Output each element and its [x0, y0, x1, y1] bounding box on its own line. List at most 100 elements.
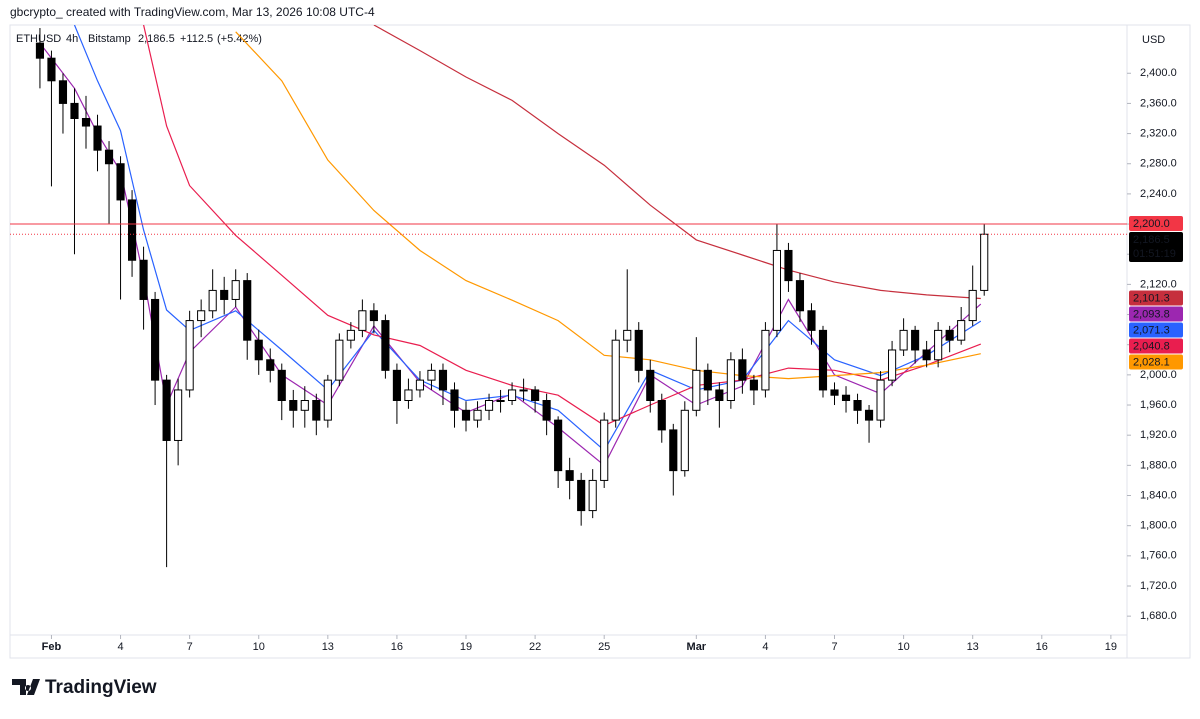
y-tick-label: 2,400.0 [1140, 67, 1177, 79]
candle-body [93, 125, 102, 151]
candle-body [542, 400, 551, 421]
candle-body [289, 400, 298, 411]
candle-body [795, 280, 805, 312]
candle-body [47, 57, 56, 82]
candle-body [888, 349, 897, 381]
y-tick-label: 1,800.0 [1140, 520, 1177, 532]
x-tick-label: 16 [391, 641, 403, 653]
candle-body [335, 339, 344, 381]
candle-body [427, 369, 436, 381]
candle-body [185, 320, 194, 391]
candle-body [127, 199, 137, 261]
candle-body [369, 310, 378, 322]
candle-body [623, 329, 632, 341]
candle-body [657, 400, 666, 431]
candle-body [58, 80, 68, 104]
ma-label: 2,071.3 [1133, 324, 1170, 336]
candle-body [554, 419, 563, 472]
ma-label: 2,040.8 [1133, 340, 1170, 352]
candle-body [358, 310, 367, 331]
candle-body [508, 389, 517, 402]
y-tick-label: 2,240.0 [1140, 188, 1177, 200]
candle-body [473, 409, 482, 421]
candle-body [876, 379, 885, 421]
candle-body [830, 389, 839, 396]
candle-body [634, 329, 643, 371]
x-tick-label: 10 [253, 641, 265, 653]
candle-body [197, 310, 206, 322]
candle-body [243, 280, 252, 341]
candle-body [899, 329, 908, 351]
candle-body [461, 409, 471, 421]
axes: 1,680.0 1,720.0 1,760.0 1,800.0 1,840.0 1,880… [42, 67, 1183, 653]
candle-body [404, 389, 413, 402]
candle-body [853, 400, 862, 411]
candle-body [312, 400, 321, 421]
candle-body [680, 409, 689, 472]
ma-badge [1129, 338, 1183, 354]
candle-body [266, 359, 275, 371]
candle-body [611, 339, 620, 421]
x-tick-label: 7 [187, 641, 193, 653]
candle-body [346, 329, 355, 341]
y-tick-label: 2,120.0 [1140, 278, 1177, 290]
ma-badge [1129, 322, 1183, 338]
candle-body [104, 149, 114, 165]
change-percent: (+5.42%) [217, 33, 262, 45]
frame [9, 24, 1191, 659]
moving-average [73, 25, 982, 452]
ma-label: 2,101.3 [1133, 292, 1170, 304]
candle-body [784, 249, 793, 282]
candle-body [703, 369, 712, 391]
candle-body [761, 329, 770, 391]
x-tick-label: 16 [1036, 641, 1048, 653]
candle-body [646, 369, 655, 402]
candle-body [300, 400, 309, 411]
x-tick-label: 13 [967, 641, 979, 653]
logo-mark [12, 679, 40, 695]
logo: TradingView [12, 677, 157, 698]
candle-body [577, 479, 586, 512]
y-tick-label: 1,680.0 [1140, 610, 1177, 622]
candle-body [531, 389, 540, 402]
candle-body [70, 102, 79, 119]
candle-body [392, 369, 401, 402]
y-tick-label: 1,880.0 [1140, 459, 1177, 471]
interval: 4h [66, 33, 78, 45]
chart-title: gbcrypto_ created with TradingView.com, … [10, 5, 375, 19]
candle-body [864, 409, 874, 421]
level-badge [1129, 216, 1183, 232]
candle-body [669, 429, 678, 472]
price-badge [1129, 232, 1183, 263]
x-tick-label: 19 [1105, 641, 1117, 653]
candle-body [450, 389, 459, 411]
countdown: 01:51:19 [1133, 248, 1176, 260]
candle-body [254, 339, 263, 361]
candle-body [911, 329, 920, 351]
candle-body [381, 320, 390, 371]
change: +112.5 [180, 33, 213, 45]
candle-body [980, 233, 989, 291]
x-tick-label: 19 [460, 641, 472, 653]
candle-body [726, 359, 735, 402]
ma-badge [1129, 306, 1183, 322]
price-label: 2,186.5 [1133, 234, 1170, 246]
symbol: ETHUSD [16, 33, 61, 45]
x-tick-label: Mar [687, 641, 707, 653]
candle-body [208, 289, 217, 312]
candle-body [174, 389, 183, 441]
ma-label: 2,028.1 [1133, 356, 1170, 368]
candle-body [749, 379, 758, 391]
candle-body [715, 389, 724, 402]
exchange: Bitstamp [88, 33, 131, 45]
candle-body [922, 349, 931, 361]
candle-body [277, 369, 286, 402]
candle-body [35, 42, 45, 59]
currency: USD [1142, 34, 1165, 46]
candle-body [807, 310, 816, 331]
candle-body [818, 329, 828, 391]
candle-body [772, 249, 781, 331]
last-price: 2,186.5 [138, 33, 175, 45]
candle-body [323, 379, 332, 421]
